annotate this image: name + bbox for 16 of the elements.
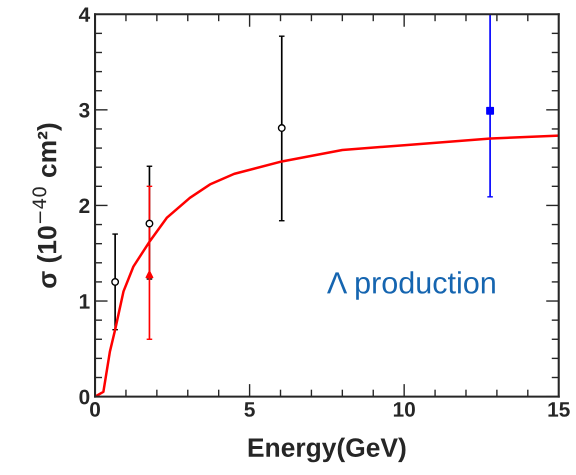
- x-tick-label: 5: [244, 402, 255, 417]
- x-tick-label: 0: [90, 402, 100, 417]
- x-tick-label: 10: [394, 402, 415, 417]
- x-tick-label: 15: [548, 402, 570, 417]
- x-axis-title: Energy(GeV): [248, 438, 406, 462]
- y-tick-label: 1: [80, 294, 90, 309]
- y-tick-label: 0: [79, 390, 90, 404]
- y-tick-label: 2: [79, 198, 90, 213]
- point: [486, 106, 494, 115]
- point: [111, 278, 120, 286]
- annotation: Λ production: [327, 271, 495, 300]
- y-tick-label: 3: [79, 102, 90, 118]
- point: [278, 124, 286, 132]
- y-tick-label: 4: [78, 7, 90, 22]
- y-axis-title: σ (10$^{−40}$ cm²): [32, 124, 62, 288]
- point: [145, 220, 154, 228]
